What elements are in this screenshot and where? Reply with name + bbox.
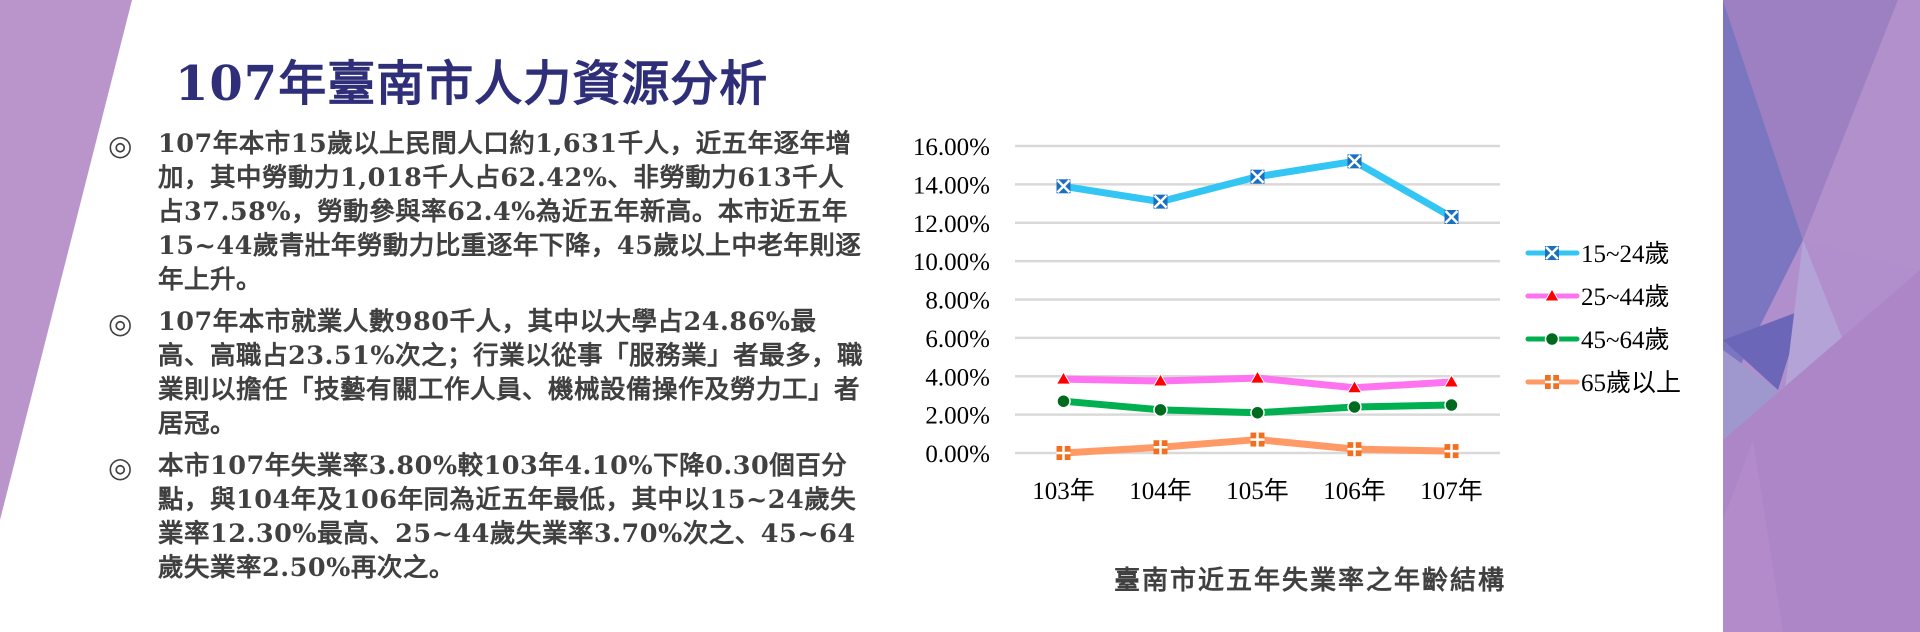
data-point-marker <box>1346 379 1363 394</box>
bullet-item: ◎ 本市107年失業率3.80%較103年4.10%下降0.30個百分點，與10… <box>108 449 868 585</box>
y-tick-label: 14.00% <box>913 172 990 199</box>
x-tick-label: 105年 <box>1226 477 1289 505</box>
bullet-text: 107年本市就業人數980千人，其中以大學占24.86%最高、高職占23.51%… <box>158 307 864 439</box>
data-point-marker <box>1153 440 1168 455</box>
double-circle-bullet-icon: ◎ <box>108 451 133 484</box>
data-point-marker <box>1545 375 1559 389</box>
bullet-text: 本市107年失業率3.80%較103年4.10%下降0.30個百分點，與104年… <box>158 451 857 583</box>
legend-label: 15~24歲 <box>1581 240 1670 268</box>
data-point-marker <box>1545 246 1559 260</box>
data-point-marker <box>1250 405 1265 420</box>
y-tick-label: 0.00% <box>925 441 990 468</box>
data-point-marker <box>1544 288 1560 302</box>
y-tick-label: 4.00% <box>925 364 990 391</box>
y-tick-label: 12.00% <box>913 211 990 238</box>
bullet-item: ◎ 107年本市就業人數980千人，其中以大學占24.86%最高、高職占23.5… <box>108 305 868 441</box>
bullet-text: 107年本市15歲以上民間人口約1,631千人，近五年逐年增加，其中勞動力1,0… <box>158 129 862 295</box>
data-point-marker <box>1250 169 1265 184</box>
y-tick-label: 6.00% <box>925 326 990 353</box>
data-point-marker <box>1152 373 1169 387</box>
bullet-list: ◎ 107年本市15歲以上民間人口約1,631千人，近五年逐年增加，其中勞動力1… <box>108 127 868 593</box>
data-point-marker <box>1347 154 1362 169</box>
y-tick-label: 2.00% <box>925 403 990 430</box>
data-point-marker <box>1443 374 1460 388</box>
chart-legend: 15~24歲 25~44歲 45~64歲 65歲以上 <box>1525 240 1681 397</box>
legend-item: 45~64歲 <box>1525 326 1670 354</box>
x-tick-label: 106年 <box>1323 477 1386 505</box>
data-point-marker <box>1249 370 1266 384</box>
data-point-marker <box>1056 446 1071 460</box>
double-circle-bullet-icon: ◎ <box>108 129 133 162</box>
legend-item: 65歲以上 <box>1525 369 1681 397</box>
legend-label: 65歲以上 <box>1581 369 1681 397</box>
legend-label: 25~44歲 <box>1581 283 1670 311</box>
series-line <box>1056 154 1459 224</box>
legend-label: 45~64歲 <box>1581 326 1670 354</box>
right-decoration <box>1723 0 1920 632</box>
double-circle-bullet-icon: ◎ <box>108 307 133 340</box>
data-point-marker <box>1055 371 1072 385</box>
data-point-marker <box>1544 331 1560 347</box>
data-point-marker <box>1250 432 1265 447</box>
y-tick-label: 8.00% <box>925 288 990 315</box>
series-line <box>1056 393 1459 420</box>
data-point-marker <box>1444 209 1459 224</box>
x-tick-label: 107年 <box>1420 477 1483 505</box>
chart-title: 臺南市近五年失業率之年齡結構 <box>1113 566 1506 596</box>
bullet-item: ◎ 107年本市15歲以上民間人口約1,631千人，近五年逐年增加，其中勞動力1… <box>108 127 868 297</box>
series-line <box>1055 370 1460 394</box>
data-point-marker <box>1444 444 1459 459</box>
data-point-marker <box>1347 442 1362 457</box>
y-tick-label: 10.00% <box>913 249 990 276</box>
legend-item: 25~44歲 <box>1525 283 1670 311</box>
x-tick-label: 104年 <box>1129 477 1192 505</box>
left-decoration <box>0 0 132 520</box>
page-title: 107年臺南市人力資源分析 <box>175 56 769 112</box>
data-point-marker <box>1056 393 1071 409</box>
y-tick-label: 16.00% <box>913 134 990 161</box>
data-point-marker <box>1347 399 1362 415</box>
legend-item: 15~24歲 <box>1525 240 1670 268</box>
series-line <box>1056 432 1459 460</box>
data-point-marker <box>1153 194 1168 209</box>
data-point-marker <box>1444 397 1459 413</box>
x-tick-label: 103年 <box>1032 477 1095 505</box>
data-point-marker <box>1056 179 1071 194</box>
data-point-marker <box>1153 402 1168 418</box>
